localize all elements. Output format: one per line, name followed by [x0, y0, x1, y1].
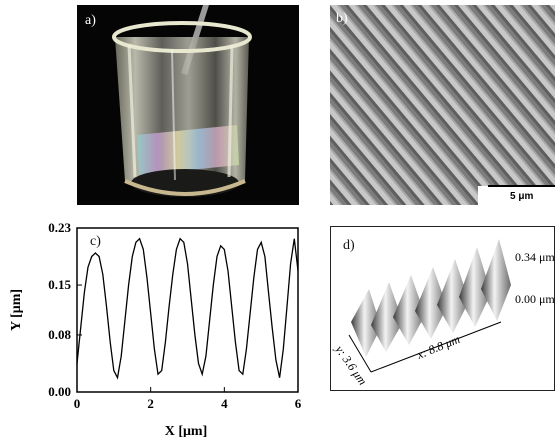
sem-panel-b: b) 5 μm	[330, 5, 555, 205]
panel-a-label: a)	[85, 13, 96, 28]
photo-panel-a: a)	[77, 5, 299, 205]
y-tick-label: 0.23	[48, 220, 71, 235]
panel-d-label: d)	[343, 238, 355, 253]
x-axis-label: X [μm]	[165, 424, 208, 437]
panel-b-label: b)	[336, 11, 348, 26]
z-bottom-label: 0.00 μm	[515, 292, 555, 306]
profile-plot-panel-c: c) X [μm] Y [μm] 0 2 4 6 0.00 0.08 0.15 0.23	[0, 215, 315, 437]
x-axis-line	[370, 321, 502, 373]
panel-c-label: c)	[90, 234, 101, 249]
x-tick-label: 6	[295, 396, 302, 411]
scale-bar-label: 5 μm	[510, 191, 534, 202]
y-tick-label: 0.08	[48, 327, 71, 342]
scale-bar-box	[478, 186, 555, 205]
y-tick-label: 0.15	[48, 277, 71, 292]
y-tick-label: 0.00	[48, 384, 71, 399]
surface-ridges	[351, 239, 511, 357]
x-tick-label: 0	[74, 396, 81, 411]
plot-frame	[76, 227, 299, 393]
x-extent-label: x: 8.8 μm	[414, 332, 462, 362]
x-tick-label: 2	[147, 396, 154, 411]
profile-line	[76, 237, 299, 380]
surface-panel-d: d) 0.34 μm 0.00 μm x: 8.8 μm y: 3.6 μm	[330, 226, 555, 391]
scale-bar	[488, 185, 555, 187]
afm-surface-render: d) 0.34 μm 0.00 μm x: 8.8 μm y: 3.6 μm	[332, 238, 555, 388]
y-axis-line	[348, 334, 372, 373]
height-profile-chart: c) X [μm] Y [μm] 0 2 4 6 0.00 0.08 0.15 0.23	[9, 220, 302, 437]
z-top-label: 0.34 μm	[515, 250, 555, 264]
x-tick-label: 4	[221, 396, 228, 411]
y-axis-label: Y [μm]	[9, 289, 24, 331]
sem-grating-image	[330, 5, 555, 205]
cylinder-photo	[77, 5, 299, 205]
